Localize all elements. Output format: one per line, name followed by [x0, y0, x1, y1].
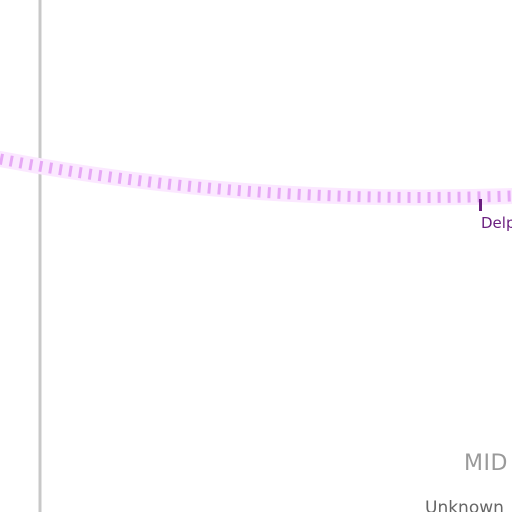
road-label: Unknown — [425, 498, 504, 512]
rail-line[interactable] — [0, 153, 512, 203]
station-tick-icon[interactable] — [479, 199, 482, 211]
station-label[interactable]: Delp — [481, 214, 512, 232]
area-label: MID — [464, 451, 508, 476]
rail-line-glow — [0, 151, 512, 206]
